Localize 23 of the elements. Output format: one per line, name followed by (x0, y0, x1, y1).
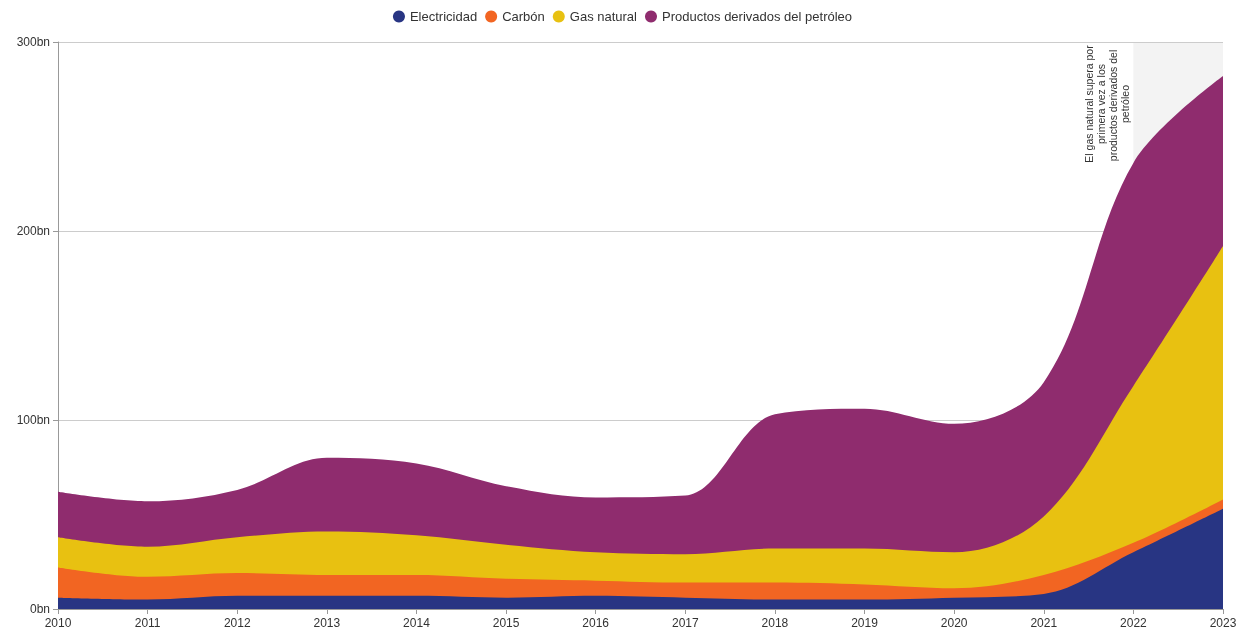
x-tick-label: 2021 (1030, 616, 1058, 630)
x-tick-label: 2015 (492, 616, 520, 630)
band-label: El gas natural supera por primera vez a los productos derivados del petróleo (1083, 44, 1132, 163)
x-tick-label: 2014 (403, 616, 431, 630)
x-tick-label: 2010 (44, 616, 72, 630)
x-tick-label: 2011 (134, 616, 161, 630)
legend-label: Electricidad (409, 9, 478, 24)
x-tick-label: 2018 (761, 616, 789, 630)
legend-label: Productos derivados del petróleo (661, 9, 853, 24)
y-tick-label: 300bn (16, 35, 50, 49)
x-tick-label: 2019 (851, 616, 879, 630)
legend-label: Carbón (502, 9, 545, 24)
y-tick-label: 0bn (29, 602, 50, 616)
x-tick-label: 2012 (223, 616, 251, 630)
y-tick-label: 100bn (16, 413, 50, 427)
x-tick-label: 2022 (1120, 616, 1148, 630)
x-tick-label: 2023 (1209, 616, 1237, 630)
x-tick-label: 2013 (313, 616, 341, 630)
x-tick-label: 2020 (940, 616, 968, 630)
x-tick-label: 2016 (582, 616, 610, 630)
y-tick-label: 200bn (16, 224, 50, 238)
legend-label: Gas natural (569, 9, 638, 24)
x-tick-label: 2017 (671, 616, 699, 630)
